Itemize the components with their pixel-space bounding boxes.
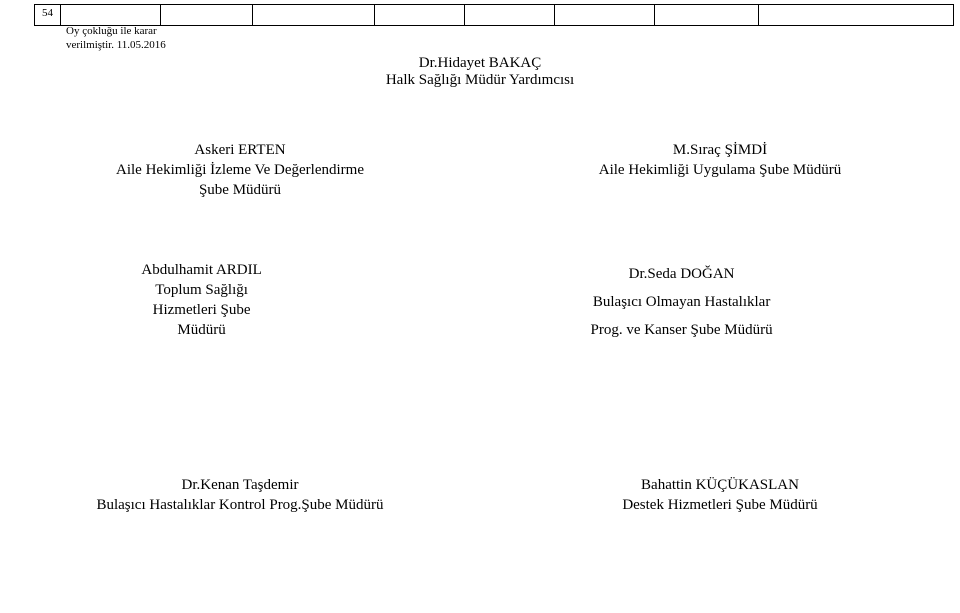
signer-name: Bahattin KÜÇÜKASLAN — [480, 475, 960, 495]
table-cell — [465, 5, 555, 25]
signer-title: Aile Hekimliği İzleme Ve Değerlendirme — [0, 160, 480, 180]
signature-block: Dr.Seda DOĞAN Bulaşıcı Olmayan Hastalıkl… — [403, 260, 960, 344]
signer-title: Prog. ve Kanser Şube Müdürü — [403, 316, 960, 344]
table-cell — [655, 5, 759, 25]
table-cell — [555, 5, 655, 25]
signature-block: Askeri ERTEN Aile Hekimliği İzleme Ve De… — [0, 140, 480, 200]
signer-name: Dr.Seda DOĞAN — [403, 260, 960, 288]
table-row: 54 — [34, 4, 954, 26]
table-cell — [253, 5, 375, 25]
signature-block: Bahattin KÜÇÜKASLAN Destek Hizmetleri Şu… — [480, 475, 960, 515]
signature-row-2: Abdulhamit ARDIL Toplum Sağlığı Hizmetle… — [0, 260, 960, 344]
signer-title: Müdürü — [0, 320, 403, 340]
header-title: Halk Sağlığı Müdür Yardımcısı — [0, 72, 960, 89]
decision-note: Oy çokluğu ile karar verilmiştir. 11.05.… — [66, 24, 216, 52]
signer-title: Hizmetleri Şube — [0, 300, 403, 320]
table-cell — [61, 5, 161, 25]
page: 54 Oy çokluğu ile karar verilmiştir. 11.… — [0, 0, 960, 613]
document-header: Dr.Hidayet BAKAÇ Halk Sağlığı Müdür Yard… — [0, 55, 960, 89]
signer-title: Bulaşıcı Olmayan Hastalıklar — [403, 288, 960, 316]
signer-title: Şube Müdürü — [0, 180, 480, 200]
signer-name: M.Sıraç ŞİMDİ — [480, 140, 960, 160]
signer-name: Abdulhamit ARDIL — [0, 260, 403, 280]
table-cell — [375, 5, 465, 25]
note-line2: verilmiştir. 11.05.2016 — [66, 38, 216, 52]
signature-row-1: Askeri ERTEN Aile Hekimliği İzleme Ve De… — [0, 140, 960, 200]
signer-name: Dr.Kenan Taşdemir — [0, 475, 480, 495]
signer-name: Askeri ERTEN — [0, 140, 480, 160]
signer-title: Destek Hizmetleri Şube Müdürü — [480, 495, 960, 515]
signature-block: M.Sıraç ŞİMDİ Aile Hekimliği Uygulama Şu… — [480, 140, 960, 200]
signer-title: Aile Hekimliği Uygulama Şube Müdürü — [480, 160, 960, 180]
signature-block: Dr.Kenan Taşdemir Bulaşıcı Hastalıklar K… — [0, 475, 480, 515]
signer-title: Toplum Sağlığı — [0, 280, 403, 300]
table-cell — [759, 5, 953, 25]
note-line1: Oy çokluğu ile karar — [66, 24, 216, 38]
row-number: 54 — [35, 5, 61, 25]
signature-row-3: Dr.Kenan Taşdemir Bulaşıcı Hastalıklar K… — [0, 475, 960, 515]
signer-title: Bulaşıcı Hastalıklar Kontrol Prog.Şube M… — [0, 495, 480, 515]
signature-block: Abdulhamit ARDIL Toplum Sağlığı Hizmetle… — [0, 260, 403, 344]
header-name: Dr.Hidayet BAKAÇ — [0, 55, 960, 72]
table-cell — [161, 5, 253, 25]
